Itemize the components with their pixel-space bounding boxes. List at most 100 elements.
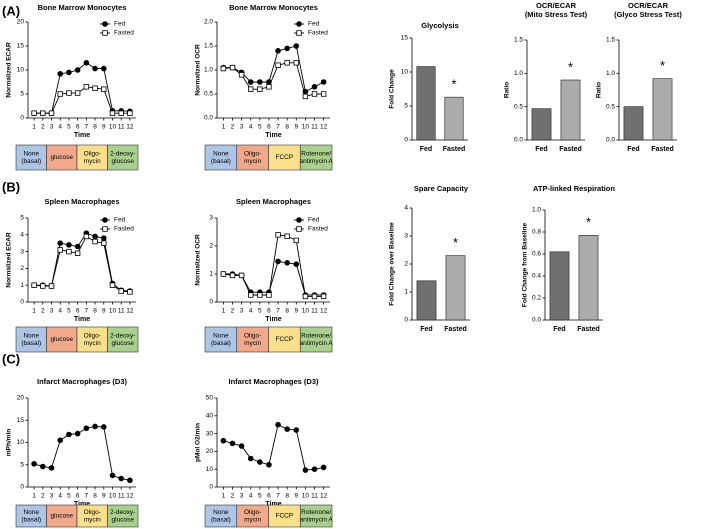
x-tick-label: 5 bbox=[258, 493, 262, 500]
marker bbox=[83, 425, 90, 432]
y-tick-label: 1.0 bbox=[514, 70, 523, 77]
x-tick-label: 8 bbox=[285, 493, 289, 500]
y-axis-label: Normalized OCR bbox=[195, 234, 202, 286]
x-tick-label: Fed bbox=[535, 146, 547, 153]
marker bbox=[266, 461, 272, 468]
bar bbox=[444, 96, 464, 141]
treatment-box bbox=[299, 504, 333, 528]
treatment-label: (basal) bbox=[21, 516, 41, 523]
marker bbox=[311, 91, 318, 97]
treatment-label: mycin bbox=[244, 516, 261, 523]
marker bbox=[229, 64, 236, 71]
x-axis-label: Time bbox=[74, 316, 90, 323]
x-tick-label: 2 bbox=[41, 308, 45, 315]
marker bbox=[284, 259, 290, 266]
y-tick-label: 0.0 bbox=[204, 115, 213, 122]
x-tick-label: 3 bbox=[50, 493, 54, 500]
y-tick-label: 0.8 bbox=[532, 229, 541, 236]
marker bbox=[57, 247, 63, 253]
treatment-box bbox=[204, 144, 238, 171]
x-tick-label: 2 bbox=[231, 124, 235, 131]
y-tick-label: 15 bbox=[401, 35, 409, 42]
treatment-label: (basal) bbox=[211, 516, 231, 523]
treatment-label: (basal) bbox=[211, 158, 231, 165]
treatment-label: Oligo- bbox=[84, 150, 101, 157]
x-tick-label: 12 bbox=[126, 493, 134, 500]
x-tick-label: Fed bbox=[420, 146, 432, 153]
marker bbox=[66, 69, 72, 76]
x-tick-label: 6 bbox=[76, 124, 80, 131]
y-tick-label: 0.5 bbox=[606, 103, 615, 110]
marker bbox=[74, 90, 81, 96]
x-tick-label: 8 bbox=[93, 493, 97, 500]
x-tick-label: 7 bbox=[276, 493, 280, 500]
treatment-label: None bbox=[23, 332, 39, 339]
treatment-label: glucose bbox=[51, 513, 74, 520]
significance-mark: * bbox=[586, 215, 591, 230]
significance-mark: * bbox=[453, 235, 458, 250]
treatment-label: Rotenone/ bbox=[301, 509, 331, 516]
marker bbox=[293, 43, 300, 49]
marker bbox=[257, 86, 263, 92]
x-tick-label: 3 bbox=[240, 124, 244, 131]
y-tick-label: 2 bbox=[20, 265, 24, 272]
treatment-box bbox=[299, 144, 333, 171]
treatment-label: None bbox=[213, 332, 229, 339]
y-tick-label: 0.5 bbox=[514, 103, 523, 110]
treatment-label: mycin bbox=[244, 158, 261, 165]
y-axis-label: Fold Change from Baseline bbox=[522, 223, 529, 308]
y-tick-label: 3 bbox=[209, 215, 213, 222]
x-tick-label: 2 bbox=[41, 493, 45, 500]
x-tick-label: 1 bbox=[32, 493, 36, 500]
x-tick-label: 2 bbox=[41, 124, 45, 131]
marker bbox=[57, 91, 63, 97]
marker bbox=[66, 90, 72, 96]
marker bbox=[247, 79, 254, 85]
marker bbox=[109, 472, 116, 479]
marker bbox=[101, 86, 107, 92]
x-tick-label: 10 bbox=[302, 124, 310, 131]
marker bbox=[238, 272, 245, 279]
marker bbox=[92, 233, 98, 240]
chart-title: OCR/ECAR bbox=[628, 1, 669, 10]
bar bbox=[549, 251, 570, 321]
y-tick-label: 0 bbox=[20, 299, 24, 306]
bar bbox=[578, 235, 599, 321]
chart-subtitle: (Mito Stress Test) bbox=[525, 10, 588, 19]
treatment-label: Rotenone/ bbox=[301, 150, 331, 157]
significance-mark: * bbox=[451, 77, 456, 92]
marker bbox=[302, 93, 309, 100]
treatment-label: 2-deoxy- bbox=[110, 332, 135, 339]
legend-marker bbox=[102, 217, 108, 223]
chart-title: Infarct Macrophages (D3) bbox=[228, 377, 319, 386]
x-tick-label: 6 bbox=[76, 308, 80, 315]
marker bbox=[229, 440, 236, 447]
x-tick-label: 11 bbox=[311, 308, 318, 315]
marker bbox=[101, 240, 107, 246]
legend-marker bbox=[296, 217, 302, 223]
treatment-box bbox=[76, 144, 108, 171]
x-tick-label: 5 bbox=[258, 308, 262, 315]
y-tick-label: 1.5 bbox=[606, 37, 615, 44]
marker bbox=[275, 62, 281, 68]
y-tick-label: 1.0 bbox=[606, 70, 615, 77]
chart-title: ATP-linked Respiration bbox=[533, 184, 615, 193]
x-tick-label: 11 bbox=[118, 124, 125, 131]
x-tick-label: 10 bbox=[302, 493, 310, 500]
marker bbox=[257, 292, 263, 298]
x-tick-label: 4 bbox=[58, 124, 62, 131]
treatment-label: Oligo- bbox=[84, 509, 101, 516]
x-tick-label: 10 bbox=[302, 308, 310, 315]
marker bbox=[275, 258, 281, 265]
x-tick-label: 10 bbox=[109, 493, 117, 500]
marker bbox=[293, 237, 299, 244]
marker bbox=[220, 65, 227, 72]
y-tick-label: 1 bbox=[20, 282, 24, 289]
y-tick-label: 1.0 bbox=[532, 207, 541, 214]
y-tick-label: 0 bbox=[20, 484, 24, 491]
series-line bbox=[223, 234, 324, 297]
x-tick-label: 2 bbox=[231, 493, 235, 500]
x-tick-label: Fed bbox=[420, 326, 432, 333]
series-line bbox=[34, 232, 130, 292]
y-tick-label: 1.5 bbox=[514, 37, 523, 44]
